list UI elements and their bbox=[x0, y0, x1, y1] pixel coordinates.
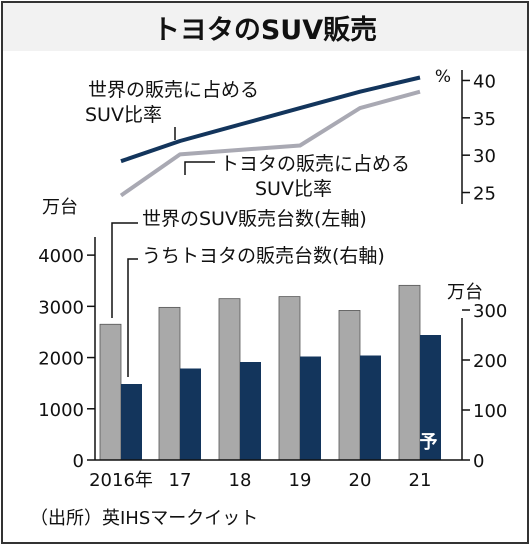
world-share-label-line1: 世界の販売に占める bbox=[88, 79, 259, 101]
line-y-tick-label: 30 bbox=[473, 146, 496, 167]
x-axis-labels: 2016年 17 18 19 20 21 bbox=[89, 470, 431, 491]
bar-axis-ticks: 0 1000 2000 3000 4000 0 100 200 300 bbox=[38, 246, 507, 472]
world-share-label-line2: SUV比率 bbox=[85, 104, 162, 126]
world-suv-bar bbox=[398, 284, 421, 461]
toyota-share-label-line1: トヨタの販売に占める bbox=[220, 153, 410, 175]
source-note: （出所）英IHSマークイット bbox=[30, 508, 258, 529]
world-bar-leader bbox=[111, 222, 138, 318]
world-share-line bbox=[120, 75, 421, 164]
right-axis-unit: 万台 bbox=[447, 282, 483, 303]
x-tick-label: 18 bbox=[229, 470, 252, 491]
line-y-tick-label: 35 bbox=[473, 109, 496, 130]
chart-title: トヨタのSUV販売 bbox=[153, 15, 377, 46]
world-suv-bar bbox=[158, 306, 181, 461]
world-suv-bar bbox=[218, 298, 241, 461]
toyota-bar-leader bbox=[127, 258, 138, 377]
toyota-suv-bar bbox=[121, 384, 142, 460]
x-tick-label: 2016年 bbox=[89, 470, 153, 491]
x-tick-label: 17 bbox=[169, 470, 192, 491]
left-y-tick-label: 4000 bbox=[38, 246, 84, 267]
line-series-group bbox=[119, 75, 421, 198]
left-y-tick-label: 1000 bbox=[38, 400, 84, 421]
toyota-suv-bar bbox=[240, 362, 261, 460]
world-suv-bar bbox=[338, 310, 361, 461]
x-tick-label: 19 bbox=[289, 470, 312, 491]
line-y-tick-label: 40 bbox=[473, 71, 496, 92]
right-y-tick-label: 200 bbox=[473, 351, 507, 372]
toyota-suv-bar bbox=[180, 368, 201, 460]
bar-series-group: 予 bbox=[99, 284, 441, 461]
line-y-tick-label: 25 bbox=[473, 184, 496, 205]
x-tick-label: 20 bbox=[349, 470, 372, 491]
left-y-tick-label: 0 bbox=[73, 451, 84, 472]
left-y-tick-label: 3000 bbox=[38, 297, 84, 318]
right-y-tick-label: 300 bbox=[473, 301, 507, 322]
toyota-suv-bar bbox=[420, 335, 441, 460]
toyota-bar-legend: うちトヨタの販売台数(右軸) bbox=[142, 245, 385, 267]
right-y-tick-label: 0 bbox=[473, 451, 484, 472]
toyota-suv-bar bbox=[300, 356, 321, 460]
line-axis-unit: % bbox=[435, 67, 451, 87]
forecast-mark: 予 bbox=[420, 432, 438, 453]
line-axis-ticks: 25 30 35 40 bbox=[462, 71, 496, 205]
toyota-share-line bbox=[119, 89, 421, 198]
toyota-suv-bar bbox=[360, 355, 381, 460]
right-y-tick-label: 100 bbox=[473, 401, 507, 422]
left-y-tick-label: 2000 bbox=[38, 349, 84, 370]
world-suv-bar bbox=[99, 323, 122, 461]
toyota-share-label-line2: SUV比率 bbox=[255, 178, 332, 200]
title-band bbox=[3, 3, 527, 51]
left-axis-unit: 万台 bbox=[42, 197, 78, 218]
x-tick-label: 21 bbox=[409, 470, 432, 491]
toyota-share-leader bbox=[184, 161, 215, 175]
world-bar-legend: 世界のSUV販売台数(左軸) bbox=[142, 208, 367, 230]
world-suv-bar bbox=[278, 296, 301, 461]
